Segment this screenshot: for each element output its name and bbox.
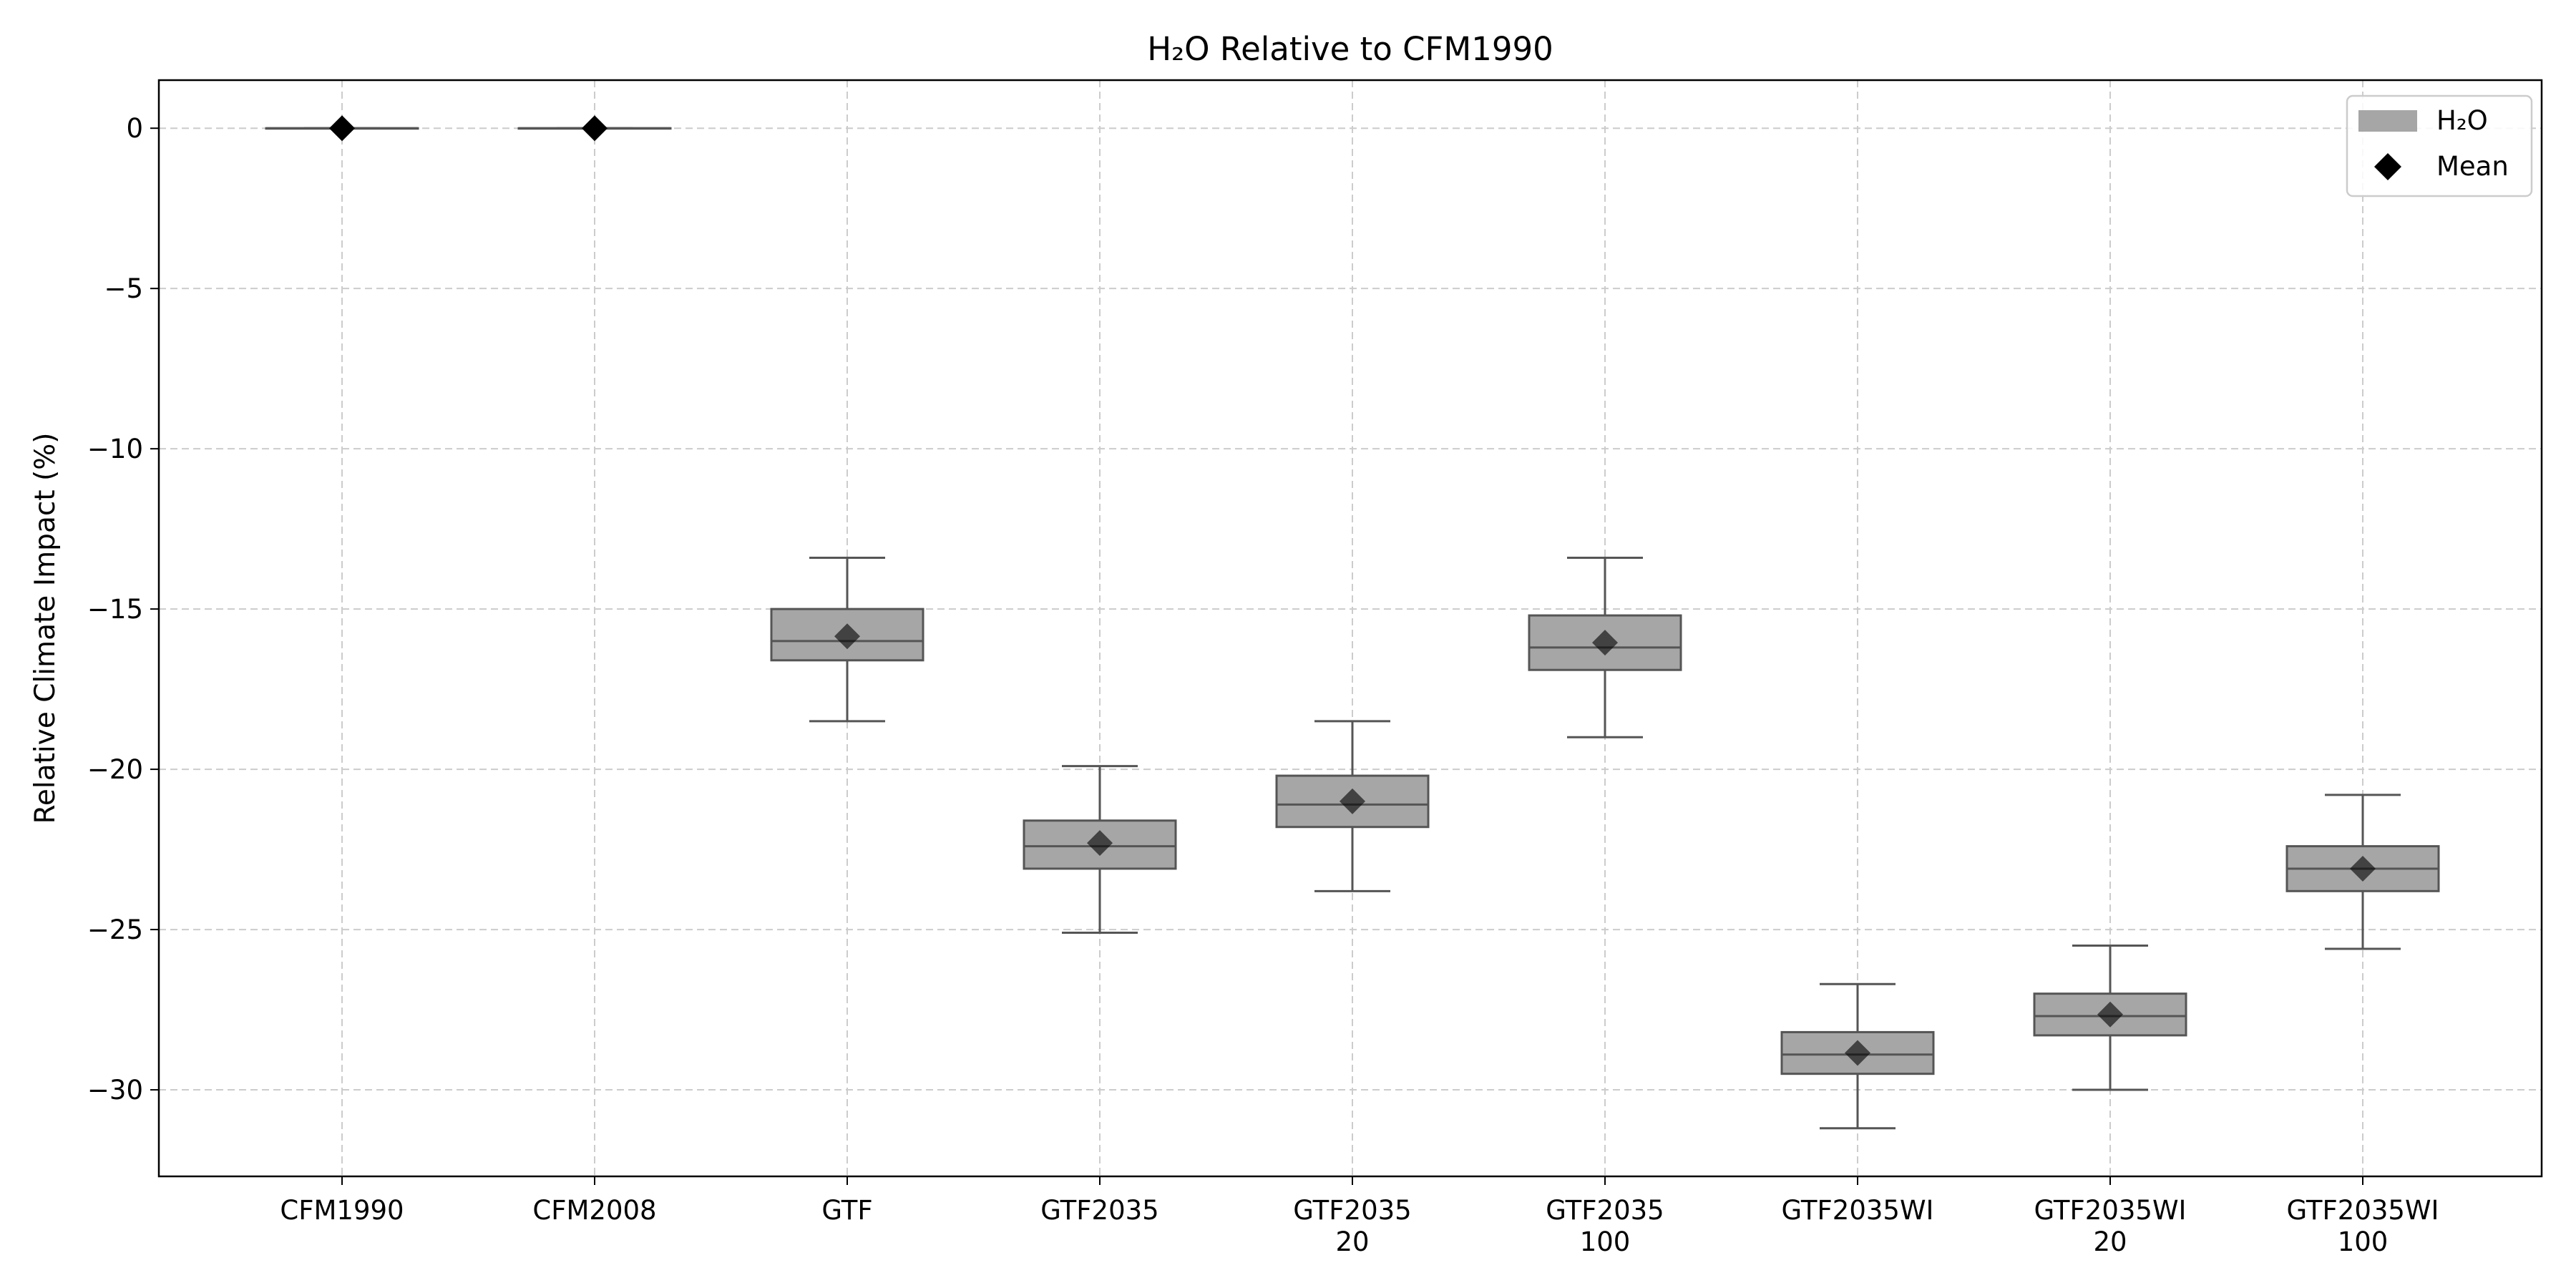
- x-tick-label-line: 20: [2093, 1226, 2127, 1257]
- box-cfm2008: [517, 115, 672, 142]
- legend-label-h2o: H₂O: [2436, 105, 2488, 136]
- x-tick-label-line: GTF2035WI: [1782, 1195, 1934, 1226]
- y-tick-label: −15: [87, 594, 143, 625]
- y-tick-label: −30: [87, 1075, 143, 1106]
- x-tick-label-line: CFM2008: [532, 1195, 656, 1226]
- axis-ticks: 0 −5 −10 −15 −20 −25 −30 CFM1990 CFM2008 GTF GTF20…: [87, 113, 2439, 1257]
- mean-marker: [329, 115, 355, 142]
- x-tick-label: CFM2008: [532, 1195, 656, 1226]
- box-gtf2035wi-20: [2033, 944, 2187, 1091]
- x-tick-label-line: GTF2035: [1040, 1195, 1158, 1226]
- box-gtf2035-20: [1275, 720, 1430, 892]
- x-tick-label-line: GTF2035WI: [2287, 1195, 2439, 1226]
- x-tick-label-line: GTF2035: [1546, 1195, 1664, 1226]
- box-cfm1990: [265, 115, 419, 142]
- plot-frame: [157, 79, 2543, 1178]
- x-tick-label: GTF2035WI 20: [2034, 1195, 2187, 1257]
- x-tick-label-line: 100: [2338, 1226, 2389, 1257]
- mean-marker: [2097, 1001, 2123, 1028]
- box-gtf2035wi-100: [2285, 794, 2440, 950]
- y-tick-label: −20: [87, 754, 143, 785]
- legend: H₂O Mean: [2346, 94, 2533, 197]
- mean-marker: [582, 115, 608, 142]
- mean-marker: [2350, 855, 2376, 882]
- x-tick-label: GTF2035: [1040, 1195, 1158, 1226]
- box-series: [265, 115, 2440, 1130]
- x-tick-label-line: CFM1990: [280, 1195, 404, 1226]
- legend-label-mean: Mean: [2436, 151, 2509, 182]
- y-tick-label: −5: [104, 273, 143, 304]
- x-tick-label-line: GTF: [821, 1195, 872, 1226]
- legend-marker-mean: [2374, 153, 2401, 180]
- y-tick-label: 0: [126, 113, 143, 144]
- x-tick-label-line: 20: [1335, 1226, 1369, 1257]
- x-tick-label: GTF2035WI: [1782, 1195, 1934, 1226]
- mean-marker: [1592, 630, 1618, 656]
- x-tick-label-line: GTF2035WI: [2034, 1195, 2187, 1226]
- y-axis-label: Relative Climate Impact (%): [29, 433, 62, 824]
- box-gtf2035-100: [1528, 556, 1682, 738]
- x-tick-label: GTF: [821, 1195, 872, 1226]
- x-tick-label: GTF2035WI 100: [2287, 1195, 2439, 1257]
- x-tick-label: CFM1990: [280, 1195, 404, 1226]
- x-tick-label-line: 100: [1580, 1226, 1631, 1257]
- mean-marker: [1087, 830, 1113, 857]
- y-tick-label: −10: [87, 434, 143, 464]
- x-tick-label-line: GTF2035: [1293, 1195, 1411, 1226]
- legend-swatch-h2o: [2358, 110, 2417, 132]
- y-tick-label: −25: [87, 914, 143, 945]
- x-tick-label: GTF2035 20: [1293, 1195, 1411, 1257]
- mean-marker: [1340, 788, 1365, 814]
- chart-title: H₂O Relative to CFM1990: [1147, 30, 1553, 68]
- mean-marker: [1845, 1040, 1870, 1066]
- mean-marker: [834, 623, 860, 650]
- box-gtf2035wi: [1780, 982, 1935, 1130]
- box-gtf: [770, 556, 924, 723]
- x-tick-label: GTF2035 100: [1546, 1195, 1664, 1257]
- box-gtf2035: [1023, 765, 1177, 935]
